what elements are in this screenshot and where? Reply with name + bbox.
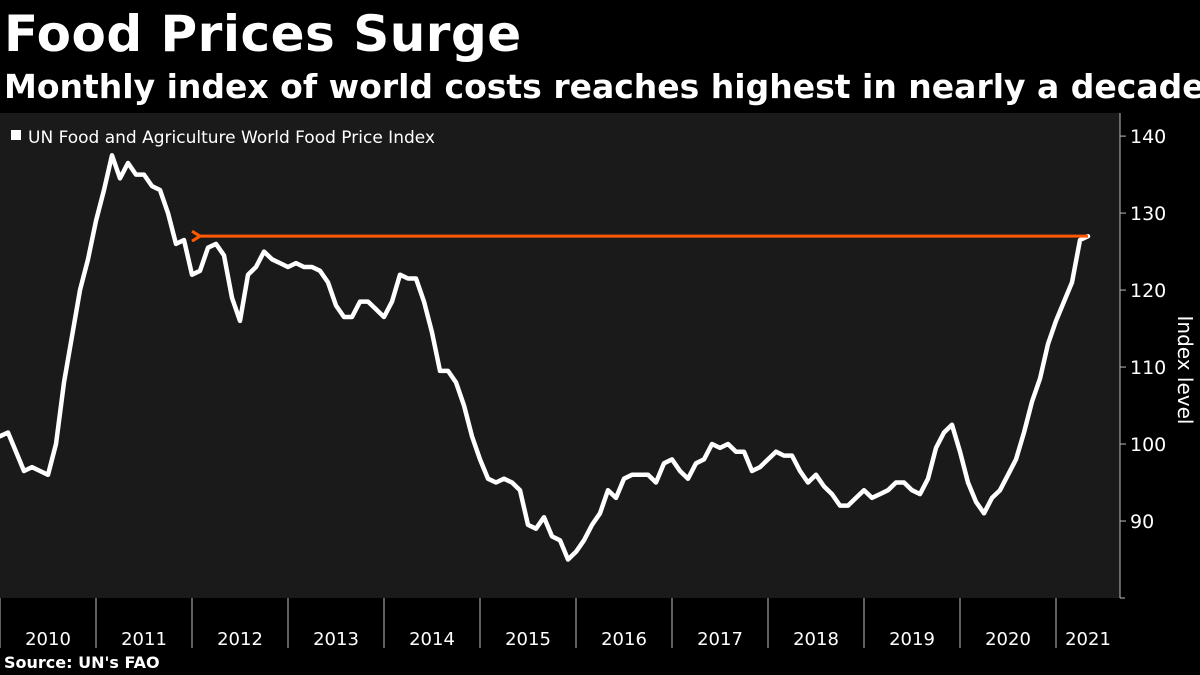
x-tick-label: 2021 [1065, 629, 1111, 650]
series-line [0, 153, 1091, 562]
y-tick-label: 100 [1130, 434, 1166, 456]
y-axis: 90 100 110 120 130 140 [1119, 113, 1166, 599]
plot-area [0, 113, 1120, 598]
x-tick-label: 2011 [121, 629, 167, 650]
x-tick-label: 2010 [25, 629, 71, 650]
x-tick-label: 2012 [217, 629, 263, 650]
x-tick-label: 2019 [889, 629, 935, 650]
chart-title: Food Prices Surge [4, 5, 522, 63]
y-tick-label: 110 [1130, 357, 1166, 379]
series-layer [0, 153, 1091, 562]
x-tick-label: 2013 [313, 629, 359, 650]
x-tick-label: 2015 [505, 629, 551, 650]
legend-label: UN Food and Agriculture World Food Price… [28, 128, 435, 148]
y-tick-label: 140 [1130, 126, 1166, 148]
y-tick-label: 90 [1130, 511, 1154, 533]
legend-swatch [11, 130, 21, 140]
y-tick-label: 130 [1130, 203, 1166, 225]
x-tick-label: 2017 [697, 629, 743, 650]
x-tick-label: 2016 [601, 629, 647, 650]
source-note: Source: UN's FAO [4, 653, 160, 672]
chart-subtitle: Monthly index of world costs reaches hig… [4, 67, 1200, 106]
legend: UN Food and Agriculture World Food Price… [11, 128, 435, 148]
x-tick-label: 2020 [985, 629, 1031, 650]
y-axis-label: Index level [1173, 316, 1197, 425]
x-axis: 2010 2011 2012 2013 2014 2015 2016 2017 2018 2019… [0, 598, 1111, 650]
x-tick-label: 2018 [793, 629, 839, 650]
x-tick-label: 2014 [409, 629, 455, 650]
y-tick-label: 120 [1130, 280, 1166, 302]
